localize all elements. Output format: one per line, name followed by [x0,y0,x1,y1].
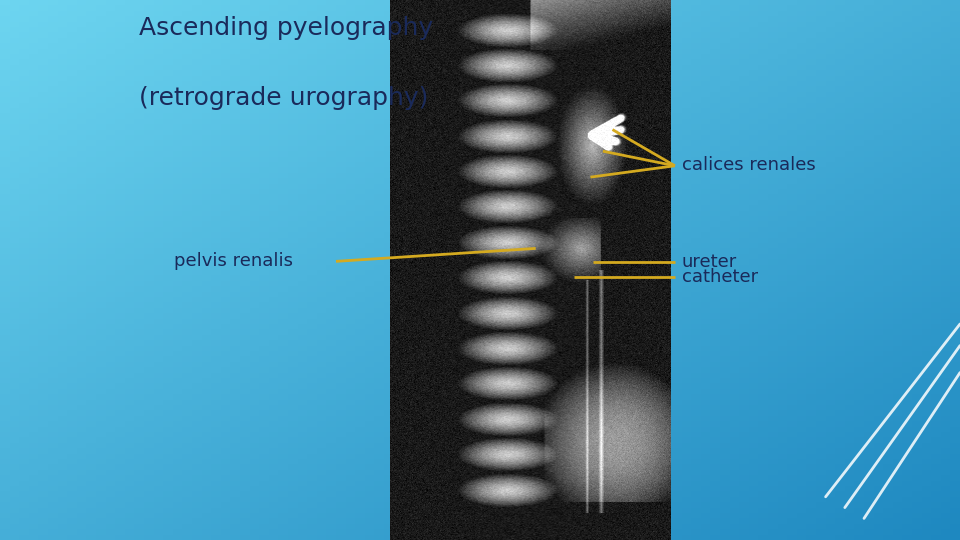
Text: pelvis renalis: pelvis renalis [174,252,293,271]
Text: ureter: ureter [682,253,737,272]
Text: (retrograde urography): (retrograde urography) [139,86,428,110]
Text: calices renales: calices renales [682,156,815,174]
Text: catheter: catheter [682,268,757,286]
Text: Ascending pyelography: Ascending pyelography [139,16,433,40]
